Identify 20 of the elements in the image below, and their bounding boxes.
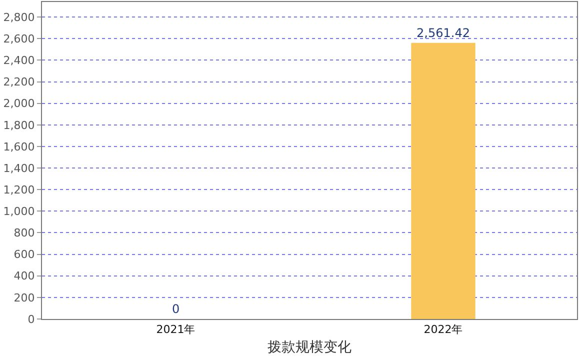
- y-tick-label: 400: [14, 270, 35, 283]
- y-tick-label: 2,600: [3, 32, 35, 46]
- x-tick-label: 2022年: [424, 323, 463, 336]
- y-tick-label: 2,200: [3, 76, 35, 89]
- data-label: 0: [172, 302, 180, 316]
- data-label: 2,561.42: [416, 26, 470, 40]
- y-tick-label: 2,800: [3, 10, 35, 24]
- y-tick-label: 200: [14, 291, 35, 304]
- y-tick-label: 1,600: [3, 140, 35, 154]
- y-tick-label: 0: [28, 312, 35, 326]
- y-tick-label: 2,000: [3, 97, 35, 110]
- y-tick-label: 800: [14, 226, 35, 240]
- y-tick-label: 2,400: [3, 54, 35, 68]
- x-tick-label: 2021年: [156, 323, 196, 336]
- y-tick-label: 600: [14, 248, 35, 262]
- y-tick-label: 1,400: [3, 162, 35, 175]
- x-axis-title: 拨款规模变化: [268, 340, 352, 356]
- y-tick-label: 1,800: [3, 118, 35, 132]
- y-tick-label: 1,000: [3, 205, 35, 218]
- y-tick-label: 1,200: [3, 183, 35, 196]
